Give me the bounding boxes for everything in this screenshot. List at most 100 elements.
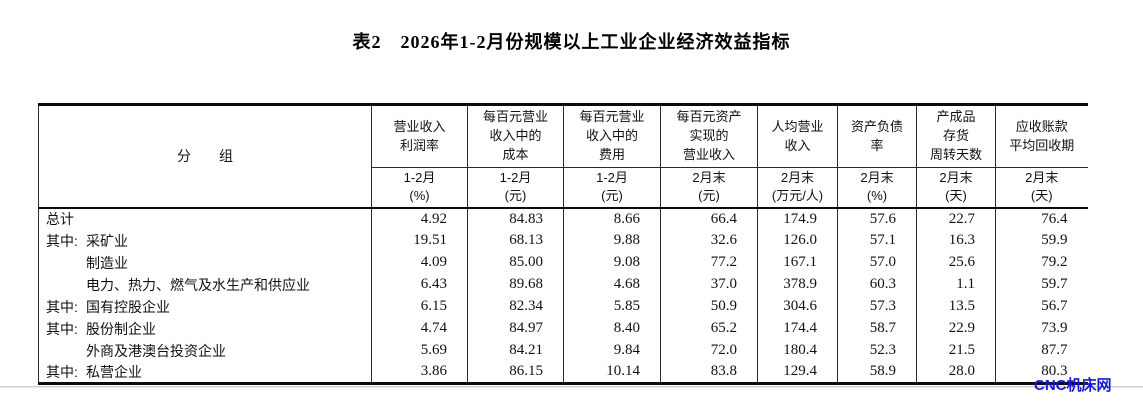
value-cell: 22.9 <box>916 317 996 340</box>
value-cell: 3.86 <box>371 361 468 384</box>
value-cell: 304.6 <box>757 295 838 318</box>
value-cell: 82.34 <box>467 295 564 318</box>
value-cell: 6.43 <box>371 273 468 296</box>
column-subheader-5: 2月末 (万元/人) <box>757 167 838 209</box>
row-label: 总计 <box>39 208 372 230</box>
column-header-5: 人均营业 收入 <box>757 104 838 168</box>
value-cell: 1.1 <box>916 273 996 296</box>
value-cell: 89.68 <box>467 273 564 296</box>
value-cell: 5.85 <box>563 295 661 318</box>
page-bottom-divider <box>0 386 1143 388</box>
value-cell: 57.3 <box>837 295 917 318</box>
table-row: 其中: 采矿业 19.51 68.13 9.88 32.6 126.0 57.1 16.3 59.… <box>39 229 1088 252</box>
value-cell: 126.0 <box>757 229 838 252</box>
value-cell: 32.6 <box>660 229 758 252</box>
row-label: 其中: 股份制企业 <box>39 318 372 340</box>
table-row: 外商及港澳台投资企业 5.69 84.21 9.84 72.0 180.4 52.3 21.5… <box>39 339 1088 362</box>
column-header-8: 应收账款 平均回收期 <box>995 104 1088 168</box>
value-cell: 16.3 <box>916 229 996 252</box>
row-label-name: 股份制企业 <box>86 320 156 337</box>
value-cell: 8.66 <box>563 207 661 230</box>
table-title: 表2 2026年1-2月份规模以上工业企业经济效益指标 <box>352 32 791 52</box>
value-cell: 59.9 <box>995 229 1088 252</box>
value-cell: 58.7 <box>837 317 917 340</box>
value-cell: 13.5 <box>916 295 996 318</box>
value-cell: 174.4 <box>757 317 838 340</box>
value-cell: 57.0 <box>837 251 917 274</box>
header-row-main: 分 组 营业收入 利润率 每百元营业 收入中的 成本 每百元营业 收入中的 费用 每百… <box>38 104 1088 209</box>
value-cell: 129.4 <box>757 361 838 384</box>
value-cell: 50.9 <box>660 295 758 318</box>
table-row: 其中: 股份制企业 4.74 84.97 8.40 65.2 174.4 58.7 22.9 73… <box>39 317 1088 340</box>
row-label-name: 外商及港澳台投资企业 <box>86 342 226 359</box>
column-subheader-6: 2月末 (%) <box>837 167 917 209</box>
value-cell: 25.6 <box>916 251 996 274</box>
value-cell: 4.92 <box>371 207 468 230</box>
value-cell: 4.68 <box>563 273 661 296</box>
column-subheader-3: 1-2月 (元) <box>563 167 661 209</box>
row-label-name: 采矿业 <box>86 232 128 249</box>
value-cell: 77.2 <box>660 251 758 274</box>
value-cell: 21.5 <box>916 339 996 362</box>
value-cell: 167.1 <box>757 251 838 274</box>
value-cell: 9.84 <box>563 339 661 362</box>
value-cell: 58.9 <box>837 361 917 384</box>
column-header-6: 资产负债 率 <box>837 104 917 168</box>
value-cell: 86.15 <box>467 361 564 384</box>
row-label: 制造业 <box>39 252 372 274</box>
value-cell: 60.3 <box>837 273 917 296</box>
table-row: 总计 4.92 84.83 8.66 66.4 174.9 57.6 22.7 76.4 <box>39 207 1088 230</box>
watermark: CNC机床网 <box>1034 377 1112 394</box>
value-cell: 56.7 <box>995 295 1088 318</box>
table-row: 电力、热力、燃气及水生产和供应业 6.43 89.68 4.68 37.0 378.9 60… <box>39 273 1088 296</box>
value-cell: 174.9 <box>757 207 838 230</box>
value-cell: 8.40 <box>563 317 661 340</box>
row-label: 其中: 私营企业 <box>39 362 372 384</box>
column-subheader-1: 1-2月 (%) <box>371 167 468 209</box>
column-header-1: 营业收入 利润率 <box>371 104 468 168</box>
table-row: 其中: 私营企业 3.86 86.15 10.14 83.8 129.4 58.9 28.0 80… <box>39 361 1088 384</box>
value-cell: 10.14 <box>563 361 661 384</box>
value-cell: 80.3 <box>995 361 1088 384</box>
value-cell: 79.2 <box>995 251 1088 274</box>
value-cell: 84.21 <box>467 339 564 362</box>
row-label: 其中: 国有控股企业 <box>39 296 372 318</box>
value-cell: 83.8 <box>660 361 758 384</box>
row-label-name: 国有控股企业 <box>86 298 170 315</box>
value-cell: 378.9 <box>757 273 838 296</box>
column-subheader-8: 2月末 (天) <box>995 167 1088 209</box>
value-cell: 4.74 <box>371 317 468 340</box>
row-label-name: 总计 <box>46 211 74 227</box>
value-cell: 9.88 <box>563 229 661 252</box>
value-cell: 4.09 <box>371 251 468 274</box>
value-cell: 180.4 <box>757 339 838 362</box>
row-label-name: 私营企业 <box>86 363 142 380</box>
value-cell: 68.13 <box>467 229 564 252</box>
row-label-name: 电力、热力、燃气及水生产和供应业 <box>86 276 310 293</box>
value-cell: 52.3 <box>837 339 917 362</box>
value-cell: 57.6 <box>837 207 917 230</box>
value-cell: 6.15 <box>371 295 468 318</box>
value-cell: 9.08 <box>563 251 661 274</box>
row-label-prefix: 其中: <box>46 363 78 380</box>
header-row-sub: 1-2月 (%) 1-2月 (元) 1-2月 (元) 2月末 (元) 2月末 (万元/人… <box>39 167 1088 209</box>
economic-indicators-table: 分 组 营业收入 利润率 每百元营业 收入中的 成本 每百元营业 收入中的 费用 每百… <box>38 103 1088 385</box>
row-label-prefix: 其中: <box>46 320 78 337</box>
value-cell: 72.0 <box>660 339 758 362</box>
row-label-prefix: 其中: <box>46 232 78 249</box>
value-cell: 66.4 <box>660 207 758 230</box>
value-cell: 87.7 <box>995 339 1088 362</box>
value-cell: 5.69 <box>371 339 468 362</box>
table-row: 制造业 4.09 85.00 9.08 77.2 167.1 57.0 25.6 79.2 <box>39 251 1088 274</box>
row-label: 外商及港澳台投资企业 <box>39 340 372 362</box>
row-label-name: 制造业 <box>86 254 128 271</box>
column-header-3: 每百元营业 收入中的 费用 <box>563 104 661 168</box>
value-cell: 19.51 <box>371 229 468 252</box>
value-cell: 28.0 <box>916 361 996 384</box>
value-cell: 57.1 <box>837 229 917 252</box>
column-header-7: 产成品 存货 周转天数 <box>916 104 996 168</box>
value-cell: 84.97 <box>467 317 564 340</box>
column-header-2: 每百元营业 收入中的 成本 <box>467 104 564 168</box>
value-cell: 84.83 <box>467 207 564 230</box>
value-cell: 85.00 <box>467 251 564 274</box>
